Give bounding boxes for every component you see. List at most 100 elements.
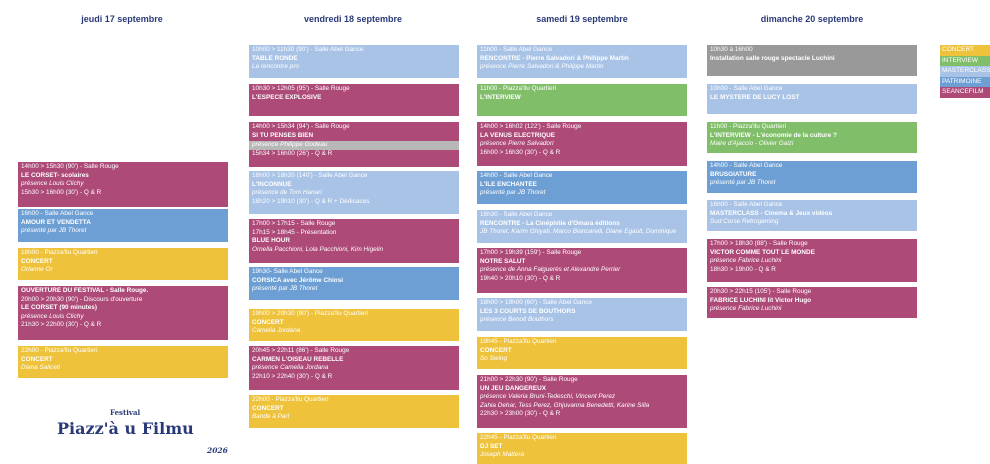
event-card[interactable]: 18h00 - Piazza'llu Quartieri CONCERT Orlan… [18,248,228,280]
event-guests: présence Benoit Bouthors [480,316,554,324]
event-time: 14h00 > 15h34 (94') - Salle Rouge [252,123,350,130]
event-title: OUVERTURE DU FESTIVAL - Salle Rouge. [21,287,149,294]
event-title: LE CORSET- scolaires [21,171,89,179]
event-time: 21h30 > 22h00 (30') - Q & R [21,321,102,329]
event-card[interactable]: OUVERTURE DU FESTIVAL - Salle Rouge. 20h0… [18,286,228,340]
event-card[interactable]: 10h30 à 16h00 Installation salle rouge sp… [707,45,917,76]
event-guests: JB Thoret, Karim Ghiyati, Marco Biancare… [480,228,677,236]
event-card[interactable]: 19h45 - Piazza'llu Quartieri CONCERT So Sw… [477,337,687,369]
day-header: vendredi 18 septembre [303,14,403,24]
event-card[interactable]: 10h00 - Salle Abel Gance LE MYSTERE DE LU… [707,84,917,114]
event-time: 16h30 - Salle Abel Gance [480,211,553,218]
event-card[interactable]: 17h00 > 19h39 (159') - Salle Rouge NOTRE … [477,248,687,293]
event-time: 14h00 - Salle Abel Gance [480,172,553,179]
event-card[interactable]: 14h00 - Salle Abel Gance L'ÎLE ENCHANTÉE p… [477,171,687,204]
event-time: 16h00 > 16h30 (30') - Q & R [480,148,561,156]
event-time: 19h00 > 20h30 (90') - Piazza'llu Quartie… [252,310,368,317]
event-title: L'INTERVIEW - L'économie de la culture ? [710,131,837,139]
event-time: 22h00 - Piazza'llu Quartieri [252,396,329,403]
legend-item: INTERVIEW [940,55,990,66]
event-time: 18h30 > 19h00 - Q & R [710,265,776,273]
event-title: CONCERT [252,404,284,412]
event-time: 14h00 > 15h30 (90') - Salle Rouge [21,163,119,170]
event-title: LA VENUS ELECTRIQUE [480,131,556,139]
event-time: 22h00 - Piazza'llu Quartieri [21,347,98,354]
event-card[interactable]: 10h30 > 12h05 (95') - Salle Rouge L'ESPEC… [249,84,459,116]
event-card[interactable]: 22h45 - Piazza'llu Quartieri DJ SET Joseph… [477,433,687,464]
event-card[interactable]: 18h00 > 19h00 (60') - Salle Abel Gance LE… [477,298,687,331]
event-title: L'ÎLE ENCHANTÉE [480,180,537,188]
event-title: LE CORSET (90 minutes) [21,304,97,312]
event-guests: présenté par JB Thoret [252,285,318,293]
event-card[interactable]: 11h00 - Piazza'llu Quartieri L'INTERVIEW … [707,122,917,153]
event-card[interactable]: 19h00 > 20h30 (90') - Piazza'llu Quartie… [249,309,459,341]
event-title: TABLE RONDE [252,54,298,62]
event-title: DJ SET [480,442,503,450]
event-title: RENCONTRE - La Cinéphilie d'Omara éditio… [480,219,620,227]
legend-item: CONCERT [940,45,990,56]
event-time: 17h00 > 18h30 (88') - Salle Rouge [710,240,808,247]
event-title: FABRICE LUCHINI lit Victor Hugo [710,296,812,304]
event-guests: présence de Anna Falguerès et Alexandre … [480,266,621,274]
event-card[interactable]: 10h00 > 11h30 (90') - Salle Abel Gance TA… [249,45,459,78]
event-guests: présence Louis Clichy [21,312,84,320]
event-time: 15h30 > 16h00 (30') - Q & R [21,188,102,196]
event-time: 18h20 > 19h10 (30') - Q & R + Dédicaces [252,197,370,205]
event-card[interactable]: 11h00 - Salle Abel Gance RENCONTRE - Pier… [477,45,687,78]
event-title: Installation salle rouge spectacle Luchi… [710,54,835,62]
event-title: RENCONTRE - Pierre Salvadori & Philippe … [480,54,629,62]
event-guests: Camelia Jordana [252,327,301,335]
event-title: CONCERT [480,346,512,354]
event-guests: Bande à Part [252,413,290,421]
event-card[interactable]: 22h00 - Piazza'llu Quartieri CONCERT Diana… [18,346,228,378]
event-card[interactable]: 16h00 - Salle Abel Gance AMOUR ET VENDETT… [18,209,228,242]
event-guests: présence Fabrice Luchini [710,257,782,265]
event-card[interactable]: 20h30 > 22h15 (105') - Salle Rouge FABRIC… [707,287,917,318]
event-time: 20h00 > 20h30 (90') - Discours d'ouvertu… [21,295,143,303]
event-time: 19h45 - Piazza'llu Quartieri [480,338,557,345]
event-guests: La rencontre pro [252,63,299,71]
legend-item: PATRIMOINE [940,76,990,87]
event-guests: présence Pierre Salvadori & Philippe Mar… [480,63,604,71]
event-time: 22h10 > 22h40 (30') - Q & R [252,372,333,380]
event-title: MASTERCLASS - Cinema & Jeux vidéos [710,209,833,217]
event-time: 20h30 > 22h15 (105') - Salle Rouge [710,288,812,295]
event-time: 10h30 à 16h00 [710,46,753,53]
event-guests: présence Fabrice Luchini [710,305,782,313]
event-time: 18h00 > 19h00 (60') - Salle Abel Gance [480,299,592,306]
event-card[interactable]: 17h00 > 17h15 - Salle Rouge 17h15 > 18h45… [249,219,459,263]
event-time: 17h15 > 18h45 - Présentation [252,228,337,236]
event-card[interactable]: 16h30 - Salle Abel Gance RENCONTRE - La C… [477,210,687,243]
event-time: 10h30 > 12h05 (95') - Salle Rouge [252,85,350,92]
event-card[interactable]: 19h30- Salle Abel Gance CORSICA avec Jérô… [249,267,459,300]
event-title: AMOUR ET VENDETTA [21,218,91,226]
event-card[interactable]: 14h00 > 15h30 (90') - Salle Rouge LE CORS… [18,162,228,207]
event-guests: présence Pierre Salvadori [480,140,554,148]
event-time: 11h00 - Piazza'llu Quartieri [480,85,557,92]
event-time: 11h00 - Salle Abel Gance [480,46,553,53]
event-title: L'INCONNUE [252,180,292,188]
event-time: 10h00 - Salle Abel Gance [710,85,783,92]
event-time: 10h00 > 11h30 (90') - Salle Abel Gance [252,46,364,53]
event-title: L'ESPECE EXPLOSIVE [252,93,322,101]
event-time: 14h00 > 16h02 (122') - Salle Rouge [480,123,582,130]
event-card[interactable]: 16h00 - Salle Abel Gance MASTERCLASS - Ci… [707,200,917,231]
event-card[interactable]: 21h00 > 22h30 (90') - Salle Rouge UN JEU … [477,375,687,428]
event-card[interactable]: 22h00 - Piazza'llu Quartieri CONCERT Bande… [249,395,459,428]
event-time: 15h34 > 16h00 (26') - Q & R [252,149,333,157]
event-time: 19h30- Salle Abel Gance [252,268,323,275]
event-card[interactable]: 20h45 > 22h11 (86') - Salle Rouge CARMEN … [249,346,459,390]
event-guests: Zahia Dehar, Tess Perez, Ghjuvanna Bened… [480,401,650,409]
event-card[interactable]: 11h00 - Piazza'llu Quartieri L'INTERVIEW [477,84,687,116]
event-card[interactable]: 14h00 > 15h34 (94') - Salle Rouge SI TU P… [249,122,459,167]
event-card[interactable]: 14h00 - Salle Abel Gance BRUSGIATURE prése… [707,161,917,193]
event-card[interactable]: 16h00 > 18h20 (140') - Salle Abel Gance L… [249,171,459,214]
event-guests: présence de Tom Hanari [252,189,322,197]
event-time: 17h00 > 19h39 (159') - Salle Rouge [480,249,582,256]
event-card[interactable]: 14h00 > 16h02 (122') - Salle Rouge LA VEN… [477,122,687,166]
festival-logo: Festival Piazz'à u Filmu 2026 [48,405,238,460]
event-time: 16h00 - Salle Abel Gance [710,201,783,208]
event-title: CONCERT [21,257,53,265]
event-card[interactable]: 17h00 > 18h30 (88') - Salle Rouge VICTOR … [707,239,917,282]
event-time: 14h00 - Salle Abel Gance [710,162,783,169]
